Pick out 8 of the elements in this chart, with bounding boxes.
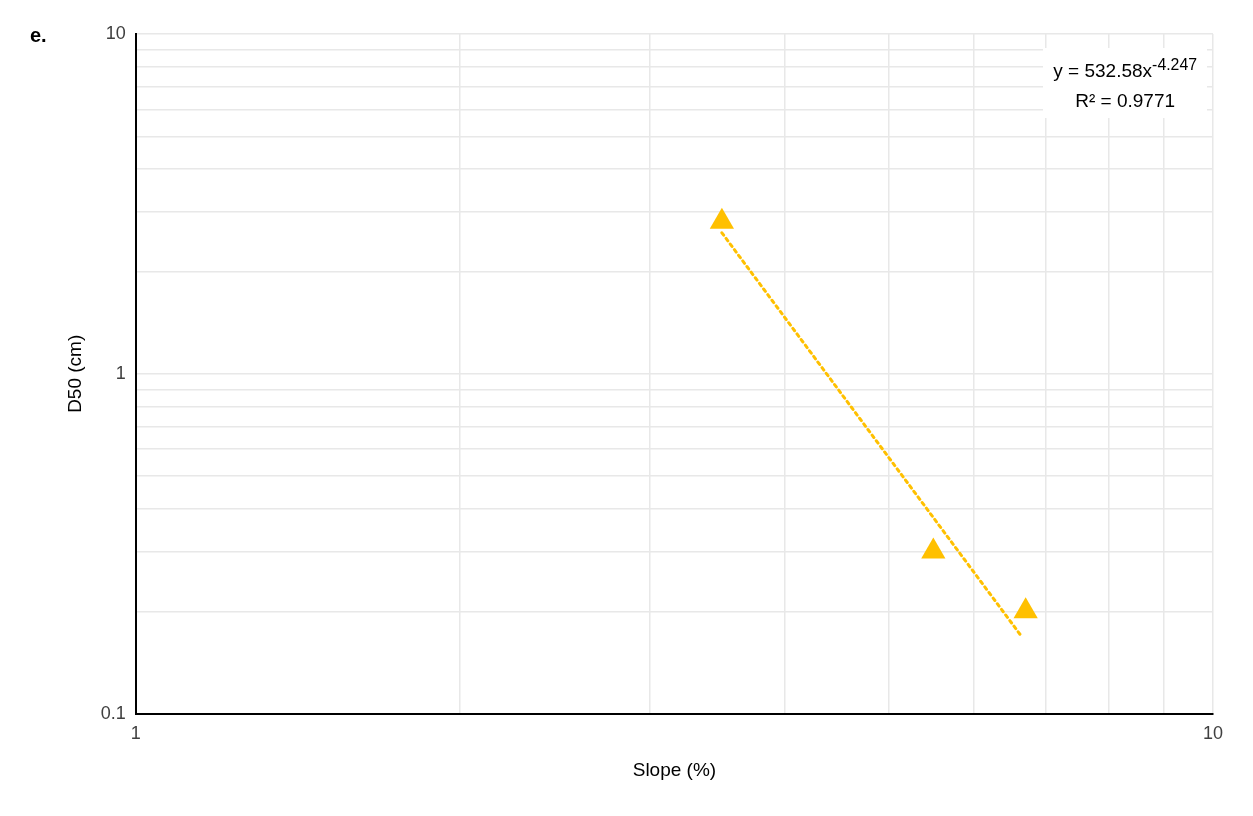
y-tick-label: 10 xyxy=(105,22,126,43)
annotation: R² = 0.9771 xyxy=(1074,89,1177,114)
y-tick-label: 1 xyxy=(115,362,126,383)
y-tick-label: 0.1 xyxy=(100,702,126,723)
chart-title: e. xyxy=(30,24,47,47)
x-axis-title: Slope (%) xyxy=(632,758,717,780)
y-axis-title: D50 (cm) xyxy=(63,334,85,413)
annotation: y = 532.58x$^{-4.247}$ xyxy=(1053,55,1197,84)
